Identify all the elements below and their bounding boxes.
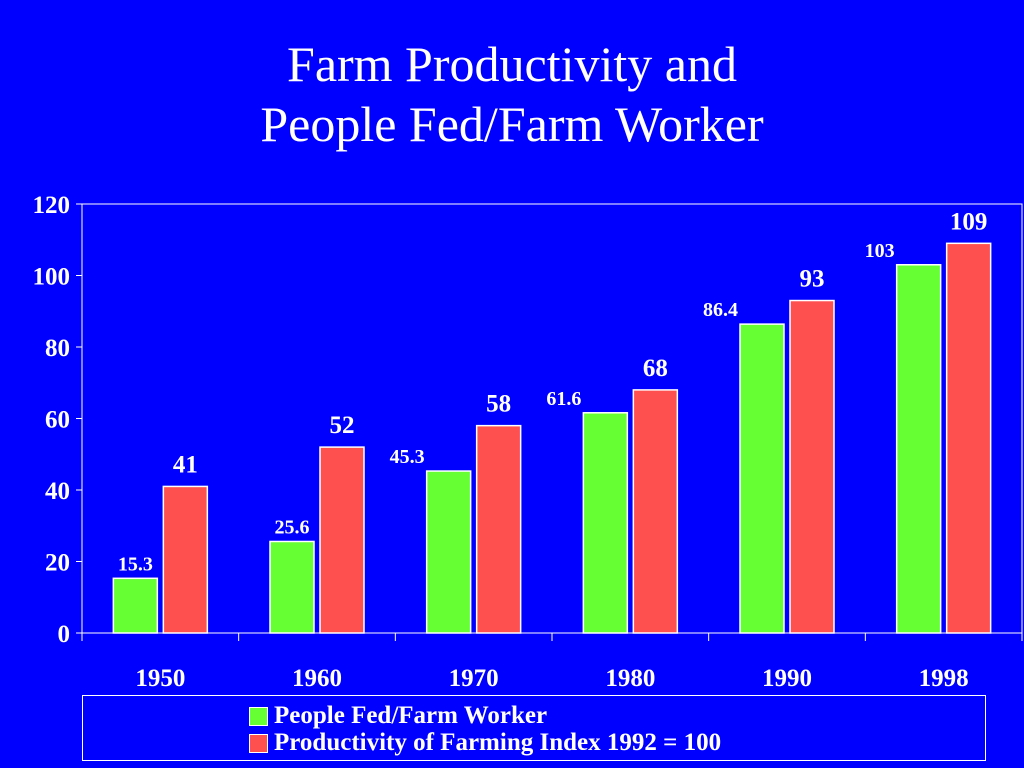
bar xyxy=(112,577,159,634)
title-line-2: People Fed/Farm Worker xyxy=(260,96,764,152)
y-tick-label: 120 xyxy=(33,192,71,219)
data-label: 86.4 xyxy=(703,299,738,321)
y-tick-label: 100 xyxy=(33,264,71,291)
legend-label-productivity: Productivity of Farming Index 1992 = 100 xyxy=(274,729,722,756)
data-label: 109 xyxy=(950,208,988,235)
legend-label-people-fed: People Fed/Farm Worker xyxy=(274,702,548,729)
legend-swatch-productivity xyxy=(249,733,268,753)
data-label: 93 xyxy=(800,266,825,293)
legend-item-people-fed: People Fed/Farm Worker xyxy=(249,702,547,730)
data-label: 45.3 xyxy=(390,446,425,468)
data-label: 41 xyxy=(173,451,198,478)
bar xyxy=(425,470,472,634)
bar xyxy=(475,424,522,634)
x-tick-label: 1950 xyxy=(135,665,185,692)
x-tick-label: 1980 xyxy=(605,665,655,692)
y-tick-label: 20 xyxy=(45,550,70,577)
bar xyxy=(319,446,365,634)
x-tick-label: 1990 xyxy=(762,665,812,692)
plot-area xyxy=(81,203,1023,634)
bar xyxy=(582,412,629,634)
legend-item-productivity: Productivity of Farming Index 1992 = 100 xyxy=(249,729,721,757)
y-tick-label: 40 xyxy=(45,478,70,505)
data-label: 68 xyxy=(643,355,668,382)
chart-title: Farm Productivity and People Fed/Farm Wo… xyxy=(0,34,1024,154)
x-tick-label: 1960 xyxy=(292,665,342,692)
data-label: 25.6 xyxy=(275,516,310,538)
data-label: 15.3 xyxy=(118,553,153,575)
chart-legend: People Fed/Farm Worker Productivity of F… xyxy=(82,695,986,761)
bar-chart: 0 20 40 60 80 100 120 1950 15.3 41 1960 25.6 52 1970 4… xyxy=(33,192,1023,692)
bar xyxy=(895,264,942,634)
bar xyxy=(269,540,315,634)
y-tick-label: 0 xyxy=(58,621,71,648)
x-tick-label: 1998 xyxy=(919,665,969,692)
bar xyxy=(632,389,679,634)
bar xyxy=(789,299,835,634)
bar xyxy=(739,323,785,634)
title-line-1: Farm Productivity and xyxy=(287,36,737,92)
data-label: 61.6 xyxy=(546,388,581,410)
y-tick-label: 60 xyxy=(45,407,70,434)
y-tick-label: 80 xyxy=(45,335,70,362)
legend-swatch-people-fed xyxy=(249,706,268,726)
x-tick-label: 1970 xyxy=(449,665,499,692)
data-label: 58 xyxy=(486,391,511,418)
data-label: 52 xyxy=(330,412,355,439)
bar xyxy=(162,485,209,634)
data-label: 103 xyxy=(865,240,895,262)
bar xyxy=(945,242,992,634)
